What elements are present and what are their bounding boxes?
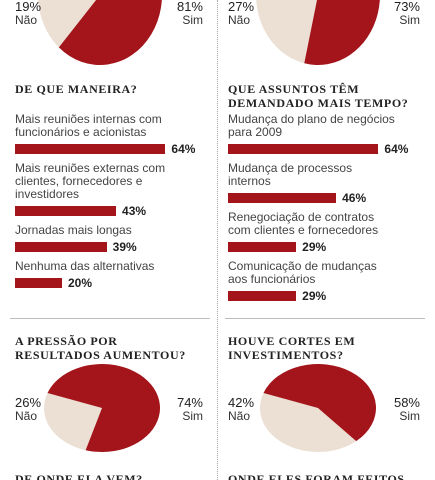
- chart-title: QUE ASSUNTOS TÊM DEMANDADO MAIS TEMPO?: [228, 82, 409, 110]
- pie-value-label: 26%: [15, 395, 41, 410]
- bar-item: Nenhuma das alternativas 20%: [15, 259, 210, 290]
- pie-category-label: Sim: [399, 13, 420, 27]
- pie-slice: [58, 0, 162, 65]
- bar-row: 39%: [15, 239, 210, 254]
- bar-category-label: Jornadas mais longas: [15, 223, 132, 237]
- row-divider: [225, 318, 425, 319]
- pie-slice: [260, 392, 357, 452]
- bar-list: Mais reuniões internas com funcionários …: [15, 113, 210, 296]
- section-heading: ONDE ELES FORAM FEITOS: [228, 472, 405, 480]
- bar-item: Mais reuniões externas com clientes, for…: [15, 161, 210, 218]
- column-divider: [217, 0, 218, 480]
- bar-category-label: Mais reuniões externas com clientes, for…: [15, 161, 166, 201]
- bar-value-label: 46%: [342, 190, 367, 205]
- pie-value-label: 58%: [394, 395, 420, 410]
- pie-category-label: Não: [15, 409, 37, 423]
- bar-item: Renegociação de contratos com clientes e…: [228, 210, 423, 254]
- bar-value-label: 64%: [171, 141, 196, 156]
- bar: [228, 290, 297, 301]
- bar-value-label: 64%: [384, 141, 409, 156]
- pie-value-label: 19%: [15, 0, 41, 14]
- bar-row: 43%: [15, 203, 210, 218]
- row-divider: [10, 318, 210, 319]
- bar-category-label: Nenhuma das alternativas: [15, 259, 155, 273]
- bar: [228, 241, 297, 252]
- bar: [228, 192, 337, 203]
- pie-category-label: Não: [228, 13, 250, 27]
- bar: [228, 143, 379, 154]
- pie-slice: [256, 0, 317, 64]
- bar: [15, 277, 62, 288]
- pie-slice: [304, 0, 380, 65]
- pie-slice: [43, 392, 102, 451]
- bar-item: Mais reuniões internas com funcionários …: [15, 112, 210, 156]
- chart-title: A PRESSÃO POR RESULTADOS AUMENTOU?: [15, 334, 186, 362]
- chart-title: DE QUE MANEIRA?: [15, 82, 138, 96]
- bar-item: Comunicação de mudanças aos funcionários…: [228, 259, 423, 303]
- pie-slice: [47, 363, 160, 452]
- pie-category-label: Sim: [182, 13, 203, 27]
- section-heading: DE ONDE ELA VEM?: [15, 472, 143, 480]
- pie-category-label: Sim: [182, 409, 203, 423]
- bar-row: 20%: [15, 275, 210, 290]
- pie-category-label: Não: [228, 409, 250, 423]
- bar-row: 29%: [228, 288, 423, 303]
- bar: [15, 241, 107, 252]
- bar-value-label: 29%: [302, 239, 327, 254]
- bar: [15, 143, 166, 154]
- pie-slice: [38, 0, 97, 48]
- bar-value-label: 20%: [68, 275, 93, 290]
- bar-list: Mudança do plano de negócios para 2009 64…: [228, 113, 423, 309]
- bar: [15, 205, 117, 216]
- bar-row: 64%: [228, 141, 423, 156]
- bar-item: Jornadas mais longas 39%: [15, 223, 210, 254]
- bar-item: Mudança do plano de negócios para 2009 64…: [228, 112, 423, 156]
- bar-category-label: Renegociação de contratos com clientes e…: [228, 210, 379, 237]
- bar-row: 64%: [15, 141, 210, 156]
- chart-title: HOUVE CORTES EM INVESTIMENTOS?: [228, 334, 356, 362]
- bar-value-label: 29%: [302, 288, 327, 303]
- pie-slice: [263, 364, 376, 442]
- pie-value-label: 73%: [394, 0, 420, 14]
- bar-category-label: Mudança do plano de negócios para 2009: [228, 112, 395, 139]
- pie-category-label: Não: [15, 13, 37, 27]
- bar-category-label: Mudança de processos internos: [228, 161, 353, 188]
- pie-value-label: 81%: [177, 0, 203, 14]
- bar-category-label: Comunicação de mudanças aos funcionários: [228, 259, 377, 286]
- bar-item: Mudança de processos internos 46%: [228, 161, 423, 205]
- bar-row: 46%: [228, 190, 423, 205]
- pie-value-label: 27%: [228, 0, 254, 14]
- pie-category-label: Sim: [399, 409, 420, 423]
- pie-value-label: 74%: [177, 395, 203, 410]
- bar-value-label: 39%: [112, 239, 137, 254]
- bar-category-label: Mais reuniões internas com funcionários …: [15, 112, 162, 139]
- bar-row: 29%: [228, 239, 423, 254]
- pie-value-label: 42%: [228, 395, 254, 410]
- bar-value-label: 43%: [122, 203, 147, 218]
